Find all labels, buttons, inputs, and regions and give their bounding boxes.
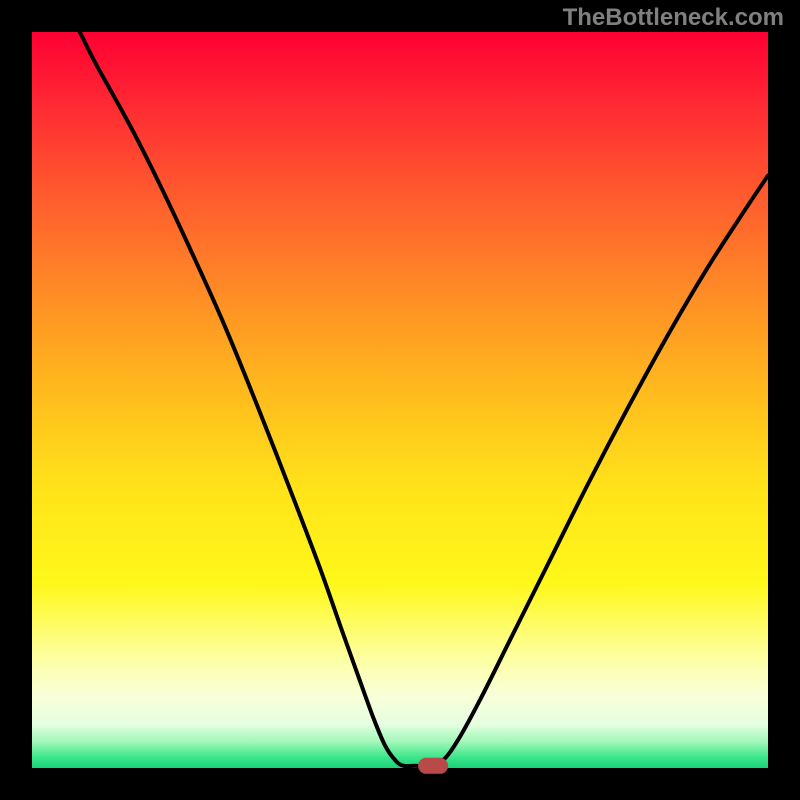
bottleneck-v-curve-chart bbox=[0, 0, 800, 800]
optimal-point-marker bbox=[418, 758, 448, 774]
gradient-plot-area bbox=[32, 32, 768, 768]
watermark-text: TheBottleneck.com bbox=[563, 4, 784, 32]
chart-container: TheBottleneck.com bbox=[0, 0, 800, 800]
